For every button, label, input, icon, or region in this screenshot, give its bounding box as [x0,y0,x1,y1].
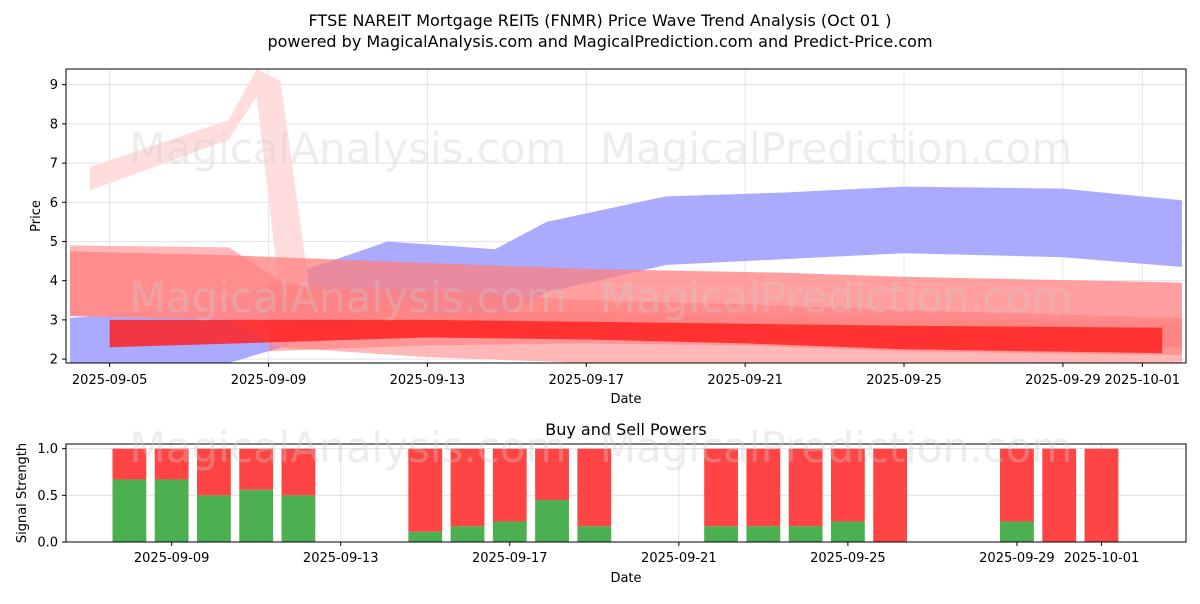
watermark-text: MagicalPrediction.com [600,273,1073,322]
sell-bar [1084,448,1119,542]
buy-bar [788,526,823,542]
watermark-text: MagicalAnalysis.com [130,273,567,322]
signal-x-tick-label: 2025-09-29 [979,551,1055,566]
signal-x-ticks: 2025-09-09 2025-09-13 2025-09-17 2025-09-21… [134,542,1139,566]
watermark-text: MagicalAnalysis.com [130,423,567,472]
signal-y-tick-label: 0.0 [37,536,58,551]
price-x-tick-label: 2025-09-09 [231,373,307,388]
buy-bar [577,526,612,542]
buy-bar [704,526,738,542]
signal-title: Buy and Sell Powers [545,420,707,439]
signal-x-tick-label: 2025-09-17 [472,551,548,566]
buy-bar [1000,521,1034,542]
price-x-tick-label: 2025-10-01 [1105,373,1181,388]
buy-bar [154,479,189,542]
buy-bar [450,526,485,542]
signal-y-tick-label: 0.5 [37,489,58,504]
sell-bar [408,448,443,532]
price-x-tick-label: 2025-09-25 [866,373,942,388]
signal-x-label: Date [610,571,641,586]
signal-x-tick-label: 2025-10-01 [1064,551,1140,566]
signal-y-label: Signal Strength [15,443,30,543]
sell-bar [577,448,612,527]
buy-bar [492,521,527,542]
price-y-label: Price [29,200,44,232]
buy-bar [535,500,569,542]
sell-bar [746,448,781,527]
sell-bar [873,448,908,542]
price-x-tick-label: 2025-09-13 [390,373,466,388]
watermark-text: MagicalAnalysis.com [130,124,567,173]
price-x-tick-label: 2025-09-21 [707,373,783,388]
price-x-tick-label: 2025-09-05 [72,373,148,388]
sell-bar [112,448,147,480]
price-y-tick-label: 7 [50,157,58,172]
signal-y-tick-label: 1.0 [37,442,58,457]
price-x-ticks: 2025-09-05 2025-09-09 2025-09-13 2025-09-17… [72,363,1180,388]
price-y-tick-label: 5 [50,235,58,250]
price-y-tick-label: 6 [50,196,58,211]
buy-bar [830,521,865,542]
price-y-tick-label: 8 [50,117,58,132]
sell-bar [492,448,527,522]
price-x-label: Date [610,392,641,407]
chart-subtitle: powered by MagicalAnalysis.com and Magic… [267,32,932,51]
signal-x-tick-label: 2025-09-13 [303,551,379,566]
signal-panel: Buy and Sell Powers 0.0 0.5 1.0 2025-09-09… [15,420,1187,586]
buy-bar [408,531,443,542]
sell-bar [1042,448,1077,542]
signal-x-tick-label: 2025-09-25 [810,551,886,566]
buy-bar [197,495,231,542]
watermark-text: MagicalPrediction.com [600,423,1073,472]
sell-bar [788,448,823,527]
sell-bar [197,448,231,496]
buy-bar [112,479,147,542]
signal-bars [112,448,1119,542]
price-axes-frame [65,68,1187,364]
sell-bar [239,448,274,490]
price-x-tick-label: 2025-09-17 [549,373,625,388]
price-wave-band-5 [109,319,1163,354]
price-y-ticks: 2 3 4 5 6 7 8 9 [50,78,66,368]
watermark-text: MagicalPrediction.com [600,124,1073,173]
sell-bar [1000,448,1034,522]
price-bands [70,69,1183,363]
signal-x-tick-label: 2025-09-09 [134,551,210,566]
chart-title: FTSE NAREIT Mortgage REITs (FNMR) Price … [308,11,891,30]
signal-y-ticks: 0.0 0.5 1.0 [37,442,66,551]
sell-bar [704,448,738,527]
price-y-tick-label: 2 [50,353,58,368]
signal-x-tick-label: 2025-09-21 [641,551,717,566]
price-x-tick-label: 2025-09-29 [1025,373,1101,388]
buy-bar [746,526,781,542]
price-y-tick-label: 9 [50,78,58,93]
sell-bar [154,448,189,480]
watermarks: MagicalAnalysis.com MagicalPrediction.com… [130,124,1073,472]
buy-bar [239,489,274,542]
price-y-tick-label: 4 [50,274,58,289]
sell-bar [830,448,865,522]
price-y-tick-label: 3 [50,313,58,328]
signal-axes-frame [65,443,1187,543]
sell-bar [450,448,485,527]
sell-bar [281,448,316,496]
buy-bar [281,495,316,542]
sell-bar [535,448,569,500]
